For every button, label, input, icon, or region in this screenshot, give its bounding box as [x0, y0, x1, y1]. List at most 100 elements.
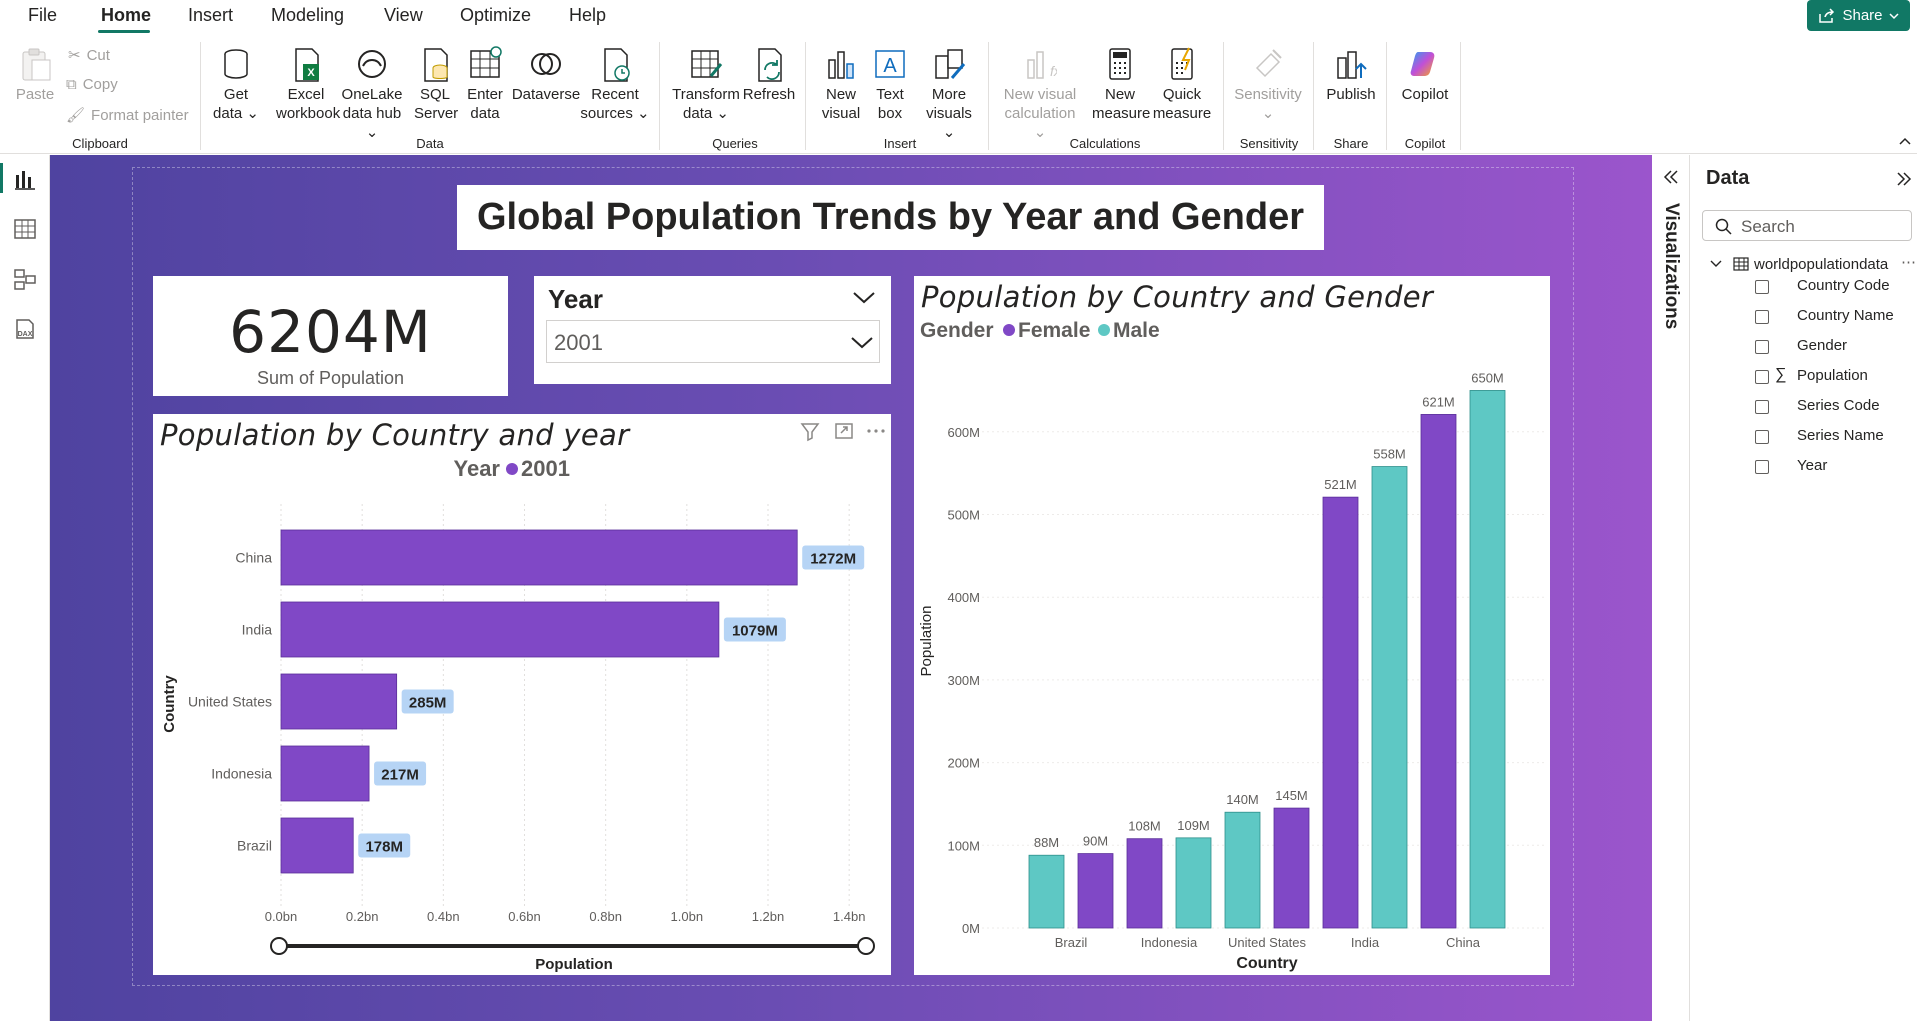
filter-icon[interactable] [799, 420, 821, 442]
ribbon: Paste ✂ Cut ⧉ Copy 🖌 Format painter Clipboa… [0, 36, 1917, 154]
more-options-icon[interactable]: ⋯ [1901, 254, 1916, 271]
menu-view[interactable]: View [384, 5, 423, 25]
new-visual-button[interactable]: New visual [818, 46, 864, 123]
bar [1224, 811, 1261, 929]
copilot-button[interactable]: Copilot [1394, 46, 1456, 104]
table-view-icon[interactable] [13, 217, 37, 241]
menu-bar: File Home Insert Modeling View Optimize … [0, 0, 1917, 33]
bar-chart-visual[interactable]: Population by Country and year Year 2001 0… [153, 414, 891, 975]
active-view-indicator [0, 163, 3, 193]
quick-measure-button[interactable]: Quick measure [1150, 46, 1214, 123]
group-queries: Queries [712, 136, 758, 151]
slicer-dropdown[interactable]: 2001 [546, 320, 880, 363]
legend-title: Year [454, 456, 501, 481]
group-copilot: Copilot [1404, 136, 1446, 151]
share-label: Share [1842, 7, 1883, 24]
x-tick-label: Indonesia [1141, 935, 1198, 950]
refresh-button[interactable]: Refresh [742, 46, 796, 104]
recent-sources-button[interactable]: Recent sources ⌄ [580, 46, 650, 123]
y-tick-label: 400M [947, 590, 980, 605]
field-checkbox[interactable] [1755, 430, 1769, 444]
x-tick-label: India [1351, 935, 1380, 950]
dax-query-view-icon[interactable]: DAX [13, 317, 37, 341]
field-checkbox[interactable] [1755, 370, 1769, 384]
menu-insert[interactable]: Insert [188, 5, 234, 25]
publish-button[interactable]: Publish [1322, 46, 1380, 104]
search-placeholder: Search [1741, 217, 1795, 236]
chevron-down-icon[interactable] [1710, 259, 1722, 269]
search-input[interactable]: Search [1702, 210, 1912, 241]
bar [1420, 414, 1457, 929]
field-checkbox[interactable] [1755, 460, 1769, 474]
menu-help[interactable]: Help [569, 5, 607, 25]
brush-icon: 🖌 [66, 107, 86, 124]
more-visuals-button[interactable]: More visuals ⌄ [922, 46, 976, 142]
report-view-icon[interactable] [13, 167, 37, 191]
visualizations-pane-collapsed[interactable]: Visualizations [1652, 155, 1690, 1021]
field-checkbox[interactable] [1755, 400, 1769, 414]
paste-button[interactable]: Paste [14, 46, 56, 104]
collapse-ribbon-icon[interactable] [1898, 136, 1912, 146]
bar [280, 817, 354, 874]
ribbon-separator [659, 42, 660, 150]
left-nav: DAX [0, 155, 50, 1021]
text-box-button[interactable]: A Text box [868, 46, 912, 123]
ribbon-separator [1313, 42, 1314, 150]
table-name[interactable]: worldpopulationdata [1754, 256, 1889, 273]
onelake-button[interactable]: OneLake data hub ⌄ [340, 46, 404, 142]
group-share: Share [1333, 136, 1369, 151]
chevron-down-icon[interactable] [852, 290, 876, 304]
menu-home[interactable]: Home [101, 5, 152, 25]
more-visuals-icon [935, 49, 966, 79]
field-item[interactable]: Gender [1797, 337, 1848, 354]
expand-icon[interactable] [1662, 169, 1680, 185]
transform-data-button[interactable]: Transform data ⌄ [668, 46, 744, 123]
field-item[interactable]: Country Code [1797, 277, 1890, 294]
menu-optimize[interactable]: Optimize [460, 5, 532, 25]
data-label: 1079M [732, 623, 778, 640]
ribbon-separator [1460, 42, 1461, 150]
new-measure-button[interactable]: New measure [1092, 46, 1150, 123]
y-tick-label: 100M [947, 838, 980, 853]
field-item[interactable]: Year [1797, 457, 1828, 474]
menu-modeling[interactable]: Modeling [271, 5, 345, 25]
menu-file[interactable]: File [28, 5, 58, 25]
get-data-button[interactable]: Get data ⌄ [208, 46, 264, 123]
field-item[interactable]: Country Name [1797, 307, 1894, 324]
model-view-icon[interactable] [13, 267, 37, 291]
field-item[interactable]: Series Name [1797, 427, 1884, 444]
sensitivity-button[interactable]: Sensitivity ⌄ [1232, 46, 1304, 123]
cut-button[interactable]: ✂ Cut [68, 46, 110, 65]
field-checkbox[interactable] [1755, 280, 1769, 294]
kpi-card[interactable]: 6204M Sum of Population [153, 276, 508, 396]
enter-data-button[interactable]: Enter data [464, 46, 506, 123]
year-slicer[interactable]: Year 2001 [534, 276, 891, 384]
copy-button[interactable]: ⧉ Copy [66, 76, 118, 93]
field-checkbox[interactable] [1755, 340, 1769, 354]
more-options-icon[interactable] [865, 420, 887, 442]
collapse-icon[interactable] [1895, 171, 1913, 187]
bar [280, 673, 398, 730]
field-checkbox[interactable] [1755, 310, 1769, 324]
text-box-icon: A [875, 50, 905, 78]
zoom-slider-handle[interactable] [857, 937, 875, 955]
recent-icon [604, 48, 630, 82]
share-button[interactable]: Share [1807, 0, 1910, 31]
excel-workbook-button[interactable]: X Excel workbook [276, 46, 340, 123]
y-tick-label: Indonesia [211, 766, 272, 782]
data-label: 650M [1471, 370, 1504, 385]
sensitivity-icon [1255, 49, 1282, 78]
sql-server-button[interactable]: SQL Server [414, 46, 458, 123]
data-label: 521M [1324, 477, 1357, 492]
data-label: 140M [1226, 792, 1259, 807]
zoom-slider-handle[interactable] [270, 937, 288, 955]
format-painter-button[interactable]: 🖌 Format painter [66, 106, 189, 125]
column-chart-visual[interactable]: Population by Country and Gender Gender F… [914, 276, 1550, 975]
transform-icon [691, 50, 723, 78]
field-item[interactable]: Population [1797, 367, 1868, 384]
dataverse-button[interactable]: Dataverse [510, 46, 582, 104]
focus-mode-icon[interactable] [833, 420, 855, 442]
x-tick-label: 0.6bn [508, 909, 541, 924]
field-item[interactable]: Series Code [1797, 397, 1880, 414]
